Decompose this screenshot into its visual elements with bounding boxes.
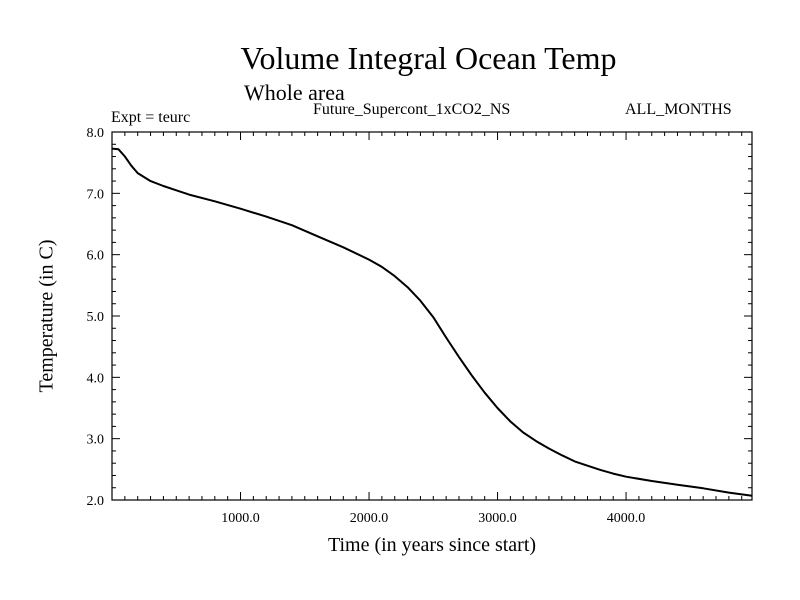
run-label: Future_Supercont_1xCO2_NS <box>313 101 511 118</box>
x-tick-label: 2000.0 <box>350 511 389 526</box>
y-tick-label: 6.0 <box>87 249 105 264</box>
period-label: ALL_MONTHS <box>625 101 732 118</box>
experiment-label: Expt = teurc <box>111 109 191 126</box>
y-tick-label: 4.0 <box>87 371 105 386</box>
x-axis-label: Time (in years since start) <box>327 534 537 556</box>
series-line <box>111 147 753 497</box>
y-tick-label: 2.0 <box>87 494 105 509</box>
y-tick-label: 5.0 <box>87 310 105 325</box>
y-tick-label: 8.0 <box>87 126 105 141</box>
chart-subtitle: Whole area <box>244 80 345 105</box>
chart-title: Volume Integral Ocean Temp <box>240 40 617 76</box>
y-tick-label: 3.0 <box>87 433 105 448</box>
series-lines <box>111 147 753 497</box>
x-tick-label: 1000.0 <box>221 511 260 526</box>
tick-labels: 1000.0 2000.0 3000.0 4000.0 2.0 3.0 4.0 5.0 6.0 7… <box>87 126 646 526</box>
x-tick-label: 3000.0 <box>478 511 517 526</box>
y-tick-label: 7.0 <box>87 187 105 202</box>
x-tick-label: 4000.0 <box>607 511 646 526</box>
axis-ticks <box>112 132 752 500</box>
